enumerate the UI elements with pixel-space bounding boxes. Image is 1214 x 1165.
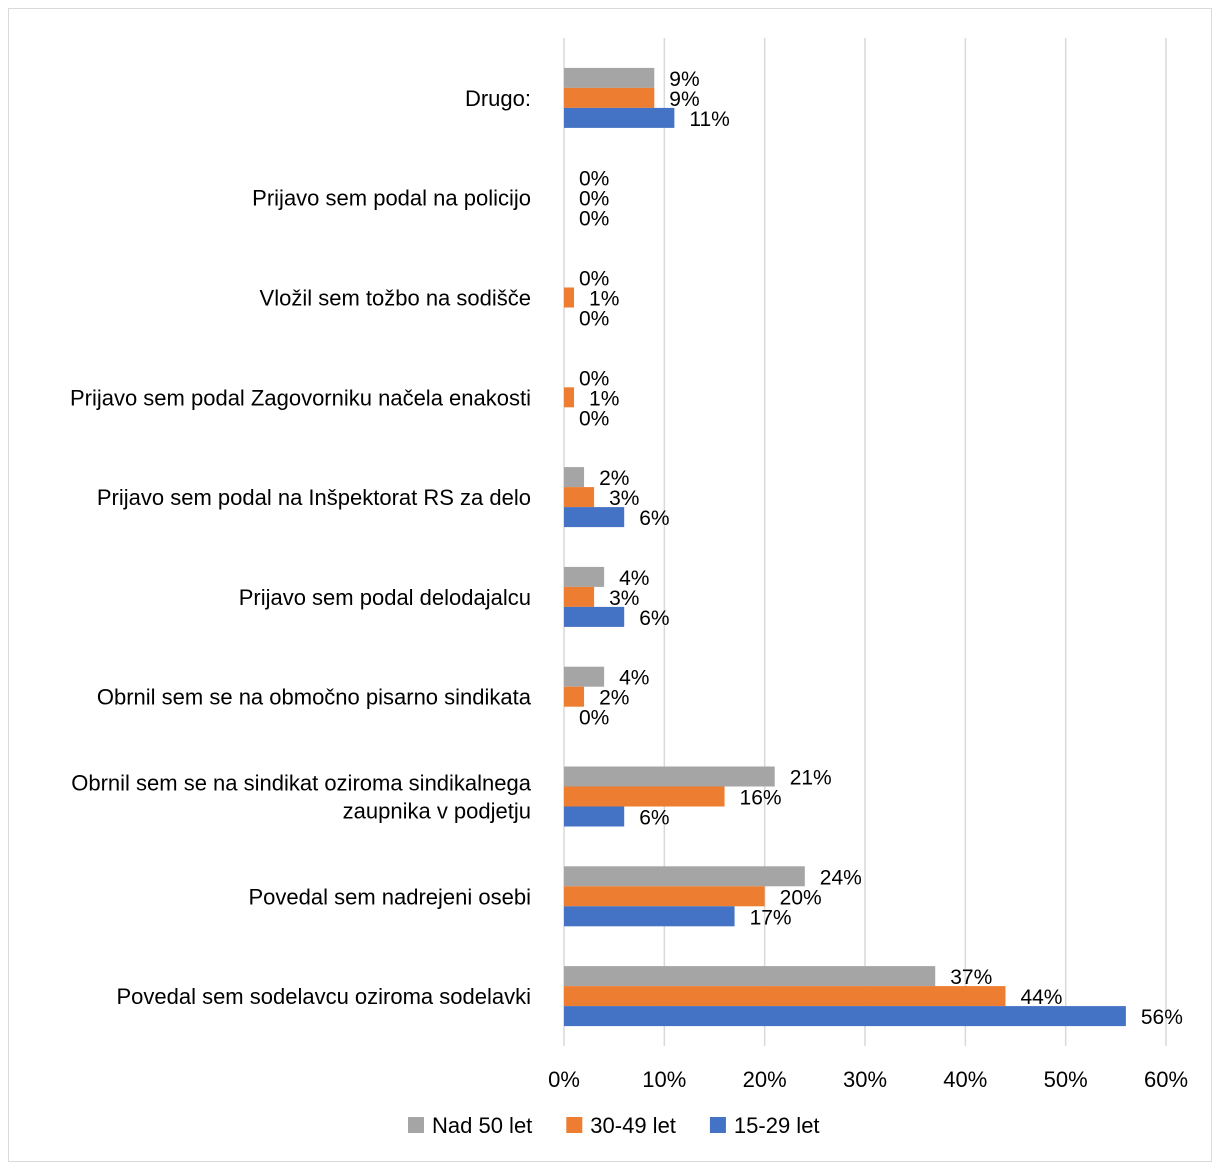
x-tick-label: 40% (943, 1067, 987, 1092)
x-tick-label: 0% (548, 1067, 580, 1092)
bar (564, 566, 605, 587)
legend-entry: Nad 50 let (432, 1113, 532, 1138)
bar (564, 606, 625, 627)
legend-swatch (408, 1117, 424, 1133)
data-label: 1% (589, 288, 619, 311)
data-label: 9% (669, 68, 699, 91)
bar (564, 866, 805, 887)
legend-swatch (709, 1117, 726, 1133)
bar (564, 906, 735, 927)
category-label: Drugo: (465, 86, 531, 111)
category-labels: Drugo: Prijavo sem podal na policijo Vloži… (70, 86, 532, 1009)
x-tick-label: 10% (642, 1067, 686, 1092)
bar (564, 1006, 1126, 1027)
data-label: 0% (579, 188, 609, 211)
bar (564, 107, 675, 128)
data-label: 21% (790, 767, 832, 790)
data-label: 0% (579, 707, 609, 730)
x-tick-label: 60% (1144, 1067, 1188, 1092)
data-label: 0% (579, 168, 609, 191)
data-label: 3% (609, 487, 639, 510)
data-label: 4% (619, 567, 649, 590)
data-label: 0% (579, 208, 609, 231)
category-label: Obrnil sem se na sindikat oziroma sindik… (71, 771, 532, 796)
bars (564, 67, 1126, 1027)
bar (564, 686, 585, 707)
data-label: 9% (669, 88, 699, 111)
data-label: 0% (579, 367, 609, 390)
category-label: Prijavo sem podal delodajalcu (239, 585, 531, 610)
bar (564, 387, 575, 408)
data-label: 11% (689, 108, 729, 131)
bar (564, 886, 765, 907)
data-label: 3% (609, 587, 639, 610)
category-label: Prijavo sem podal na policijo (252, 186, 531, 211)
data-label: 6% (639, 607, 669, 630)
bar (564, 966, 936, 987)
data-label: 20% (780, 886, 822, 909)
bar (564, 287, 575, 308)
data-label: 4% (619, 667, 649, 690)
legend-entry: 15-29 let (734, 1113, 820, 1138)
legend: Nad 50 let 30-49 let 15-29 let (408, 1113, 820, 1138)
data-label: 1% (589, 387, 619, 410)
legend-swatch (566, 1117, 583, 1133)
category-label: Povedal sem sodelavcu oziroma sodelavki (116, 984, 531, 1009)
data-label: 24% (820, 866, 862, 889)
data-label: 2% (599, 467, 629, 490)
data-labels: 9%9%11%0%0%0%0%1%0%0%1%0%2%3%6%4%3%6%4%2… (579, 68, 1183, 1029)
category-label: Obrnil sem se na območno pisarno sindika… (97, 685, 532, 710)
bar (564, 766, 775, 787)
bar (564, 586, 595, 607)
data-label: 37% (950, 966, 992, 989)
axis-tick-labels: 0% 10% 20% 30% 40% 50% 60% (548, 1067, 1188, 1092)
bar (564, 507, 625, 528)
bar (564, 67, 655, 88)
category-label: zaupnika v podjetju (343, 799, 531, 824)
category-label: Vložil sem tožbo na sodišče (260, 286, 531, 311)
x-tick-label: 50% (1044, 1067, 1088, 1092)
data-label: 56% (1141, 1006, 1183, 1029)
bar (564, 806, 625, 827)
data-label: 17% (750, 906, 792, 929)
legend-entry: 30-49 let (590, 1113, 676, 1138)
x-tick-label: 20% (743, 1067, 787, 1092)
category-label: Povedal sem nadrejeni osebi (248, 884, 531, 909)
data-label: 44% (1020, 986, 1062, 1009)
data-label: 2% (599, 687, 629, 710)
category-label: Prijavo sem podal na Inšpektorat RS za d… (97, 485, 531, 510)
bar (564, 666, 605, 687)
bar (564, 487, 595, 508)
data-label: 6% (639, 807, 669, 830)
data-label: 0% (579, 308, 609, 331)
bar (564, 986, 1006, 1007)
x-tick-label: 30% (843, 1067, 887, 1092)
data-label: 0% (579, 407, 609, 430)
bar (564, 786, 725, 807)
category-label: Prijavo sem podal Zagovorniku načela ena… (70, 385, 531, 410)
data-label: 0% (579, 268, 609, 291)
bar (564, 467, 585, 488)
bar (564, 87, 655, 108)
data-label: 16% (740, 787, 782, 810)
data-label: 6% (639, 507, 669, 530)
